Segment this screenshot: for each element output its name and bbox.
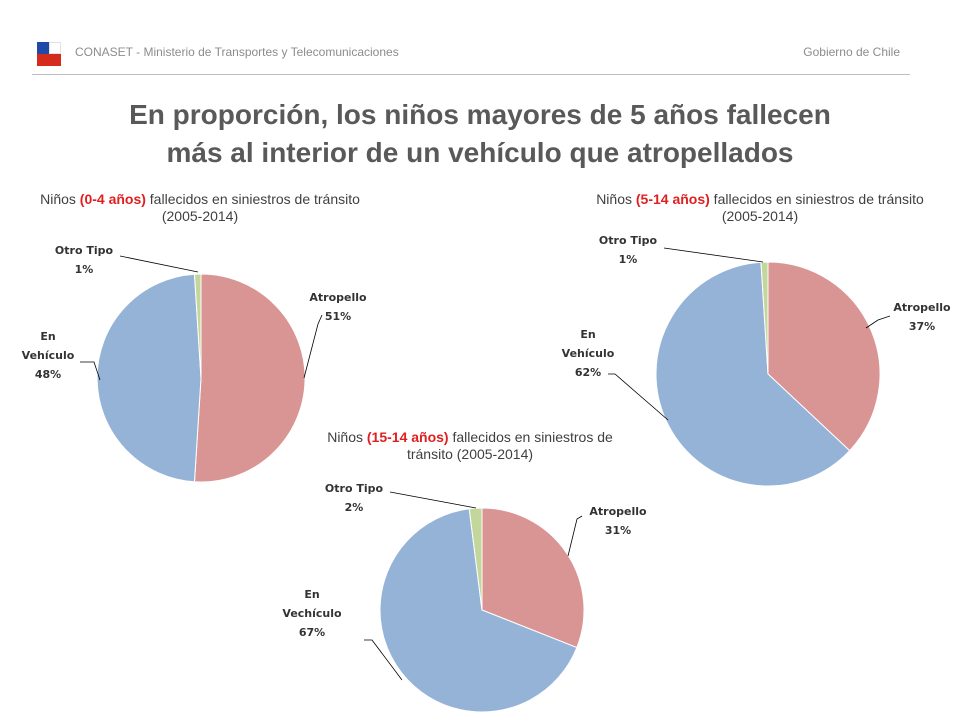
slice-label-atropello: Atropello 37% — [893, 301, 951, 333]
leader-line-vehiculo — [608, 373, 669, 421]
chart-title-15-14: Niños (15-14 años) fallecidos en siniest… — [327, 429, 613, 462]
slide-title-line2: más al interior de un vehículo que atrop… — [166, 137, 794, 168]
pie-chart-2: Atropello 37% En Vehículo 62% Otro Tipo 1% — [562, 234, 951, 487]
chart-title-0-4: Niños (0-4 años) fallecidos en siniestro… — [40, 191, 360, 224]
slide-title-line1: En proporción, los niños mayores de 5 añ… — [129, 99, 831, 130]
leader-line-vehiculo — [80, 361, 101, 381]
slice-label-otro: Otro Tipo 2% — [325, 482, 384, 514]
pie-slice-vehiculo — [379, 508, 578, 713]
pie-chart-1: Atropello 51% En Vehículo 48% Otro Tipo 1% — [22, 244, 367, 483]
header-divider — [32, 74, 910, 75]
chile-flag-logo — [37, 42, 61, 66]
slice-label-vehiculo: En Vehículo 48% — [22, 330, 75, 381]
leader-line-atropello — [303, 314, 323, 379]
pie-slice-atropello — [767, 261, 881, 452]
slice-label-atropello: Atropello 31% — [589, 505, 647, 537]
leader-line-atropello — [567, 515, 583, 557]
pie-slice-vehiculo — [96, 273, 202, 483]
slice-label-otro: Otro Tipo 1% — [599, 234, 658, 266]
header-gov: Gobierno de Chile — [803, 45, 900, 59]
pie-chart-3: Atropello 31% En Vechículo 67% Otro Tipo 2% — [282, 482, 647, 713]
leader-line-otro — [389, 491, 477, 509]
leader-line-vehiculo — [364, 639, 403, 681]
leader-line-otro — [663, 247, 764, 263]
header-org: CONASET - Ministerio de Transportes y Te… — [75, 45, 399, 59]
chart-title-5-14: Niños (5-14 años) fallecidos en siniestr… — [596, 191, 924, 224]
pie-slice-vehiculo — [655, 261, 851, 487]
header: CONASET - Ministerio de Transportes y Te… — [0, 0, 960, 80]
pie-slice-otro — [193, 273, 202, 379]
slice-label-vehiculo: En Vehículo 62% — [562, 328, 615, 379]
leader-line-otro — [119, 255, 199, 273]
pie-slice-atropello — [193, 273, 306, 483]
pie-slice-atropello — [481, 507, 585, 649]
slice-label-otro: Otro Tipo 1% — [55, 244, 114, 276]
leader-line-atropello — [865, 315, 891, 329]
slice-label-atropello: Atropello 51% — [309, 291, 367, 323]
pie-slice-otro — [760, 261, 769, 375]
slice-label-vehiculo: En Vechículo 67% — [282, 588, 342, 639]
slide-title: En proporción, los niños mayores de 5 añ… — [20, 96, 940, 172]
